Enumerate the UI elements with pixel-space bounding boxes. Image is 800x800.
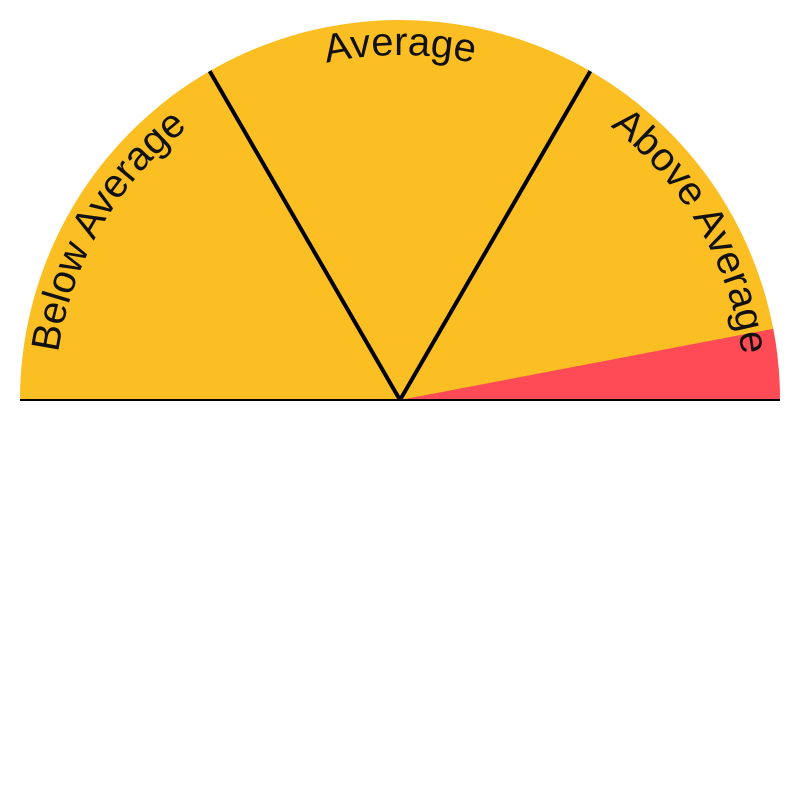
segment-divider-1	[207, 70, 402, 402]
value-wedge	[400, 328, 780, 400]
segment-divider-2	[398, 70, 593, 402]
gauge-background-arc	[20, 20, 780, 400]
